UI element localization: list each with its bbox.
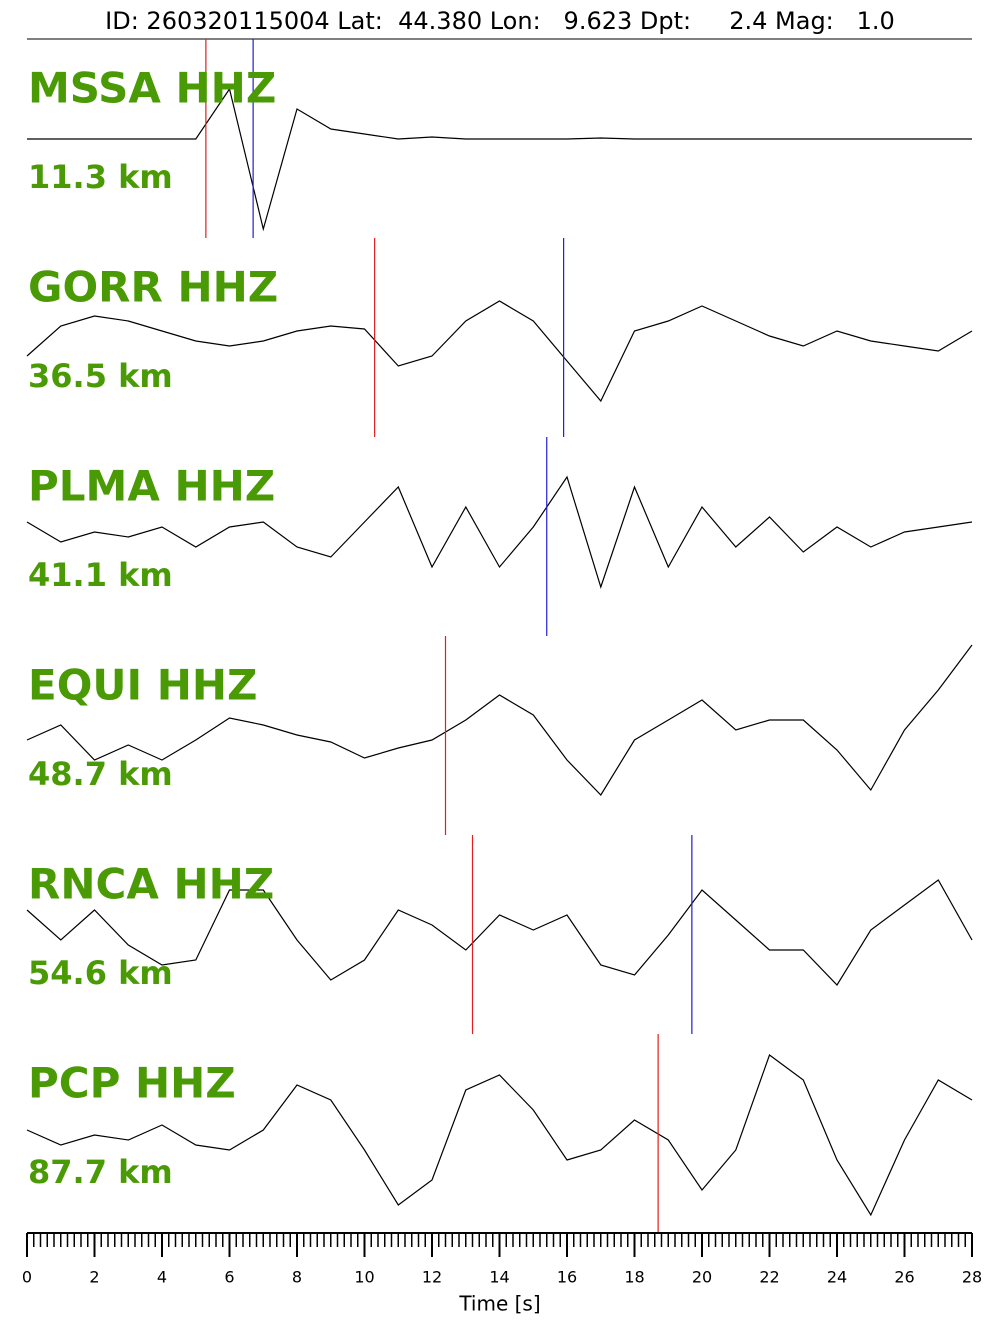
distance-label: 87.7 km (28, 1153, 173, 1191)
x-tick-label: 4 (157, 1268, 167, 1287)
x-tick-label: 24 (827, 1268, 847, 1287)
waveform (26, 475, 973, 589)
chart-title: ID: 260320115004 Lat: 44.380 Lon: 9.623 … (105, 7, 895, 35)
x-tick-label: 2 (89, 1268, 99, 1287)
waveform (26, 300, 973, 403)
station-label: PLMA HHZ (28, 462, 275, 511)
x-axis-label: Time [s] (458, 1292, 540, 1316)
x-tick-label: 14 (489, 1268, 509, 1287)
x-tick-label: 20 (692, 1268, 712, 1287)
x-tick-label: 26 (894, 1268, 914, 1287)
station-label: RNCA HHZ (28, 860, 274, 909)
station-label: GORR HHZ (28, 263, 278, 312)
distance-label: 54.6 km (28, 954, 173, 992)
distance-label: 36.5 km (28, 357, 173, 395)
x-tick-label: 22 (759, 1268, 779, 1287)
x-tick-label: 28 (962, 1268, 982, 1287)
distance-label: 11.3 km (28, 158, 173, 196)
x-tick-label: 18 (624, 1268, 644, 1287)
x-tick-label: 6 (224, 1268, 234, 1287)
waveform (26, 879, 973, 986)
x-tick-label: 12 (422, 1268, 442, 1287)
x-tick-label: 8 (292, 1268, 302, 1287)
x-tick-label: 0 (22, 1268, 32, 1287)
waveform (26, 644, 973, 796)
x-tick-label: 16 (557, 1268, 577, 1287)
distance-label: 48.7 km (28, 755, 173, 793)
waveform (27, 87, 972, 232)
station-label: PCP HHZ (28, 1059, 236, 1108)
station-label: EQUI HHZ (28, 661, 258, 710)
distance-label: 41.1 km (28, 556, 173, 594)
waveform (26, 1054, 973, 1217)
station-label: MSSA HHZ (28, 64, 276, 113)
x-tick-label: 10 (354, 1268, 374, 1287)
